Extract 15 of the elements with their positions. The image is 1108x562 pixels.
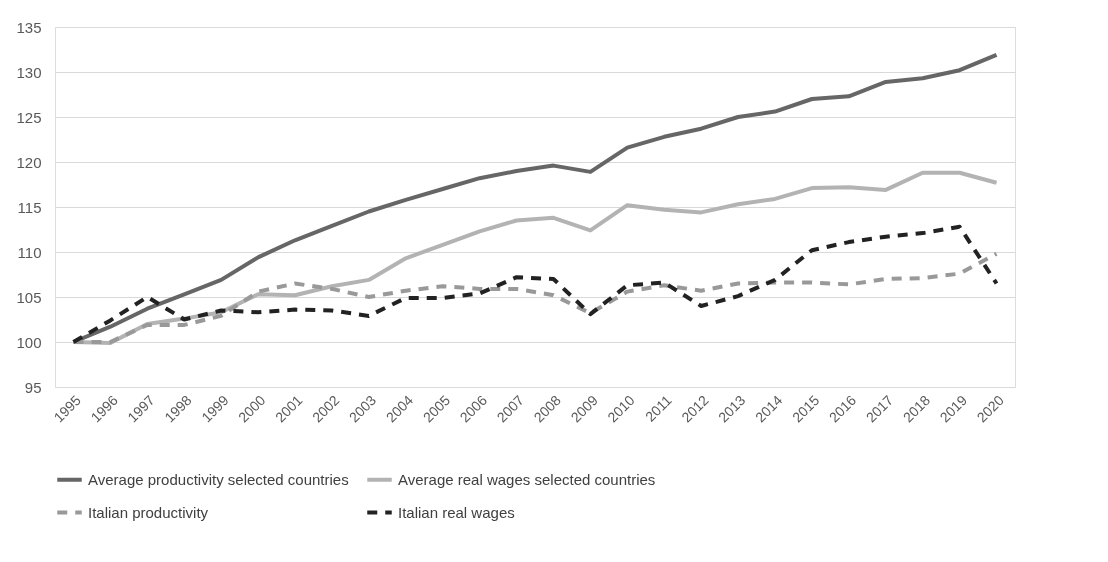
legend-label: Italian real wages: [398, 503, 515, 521]
y-tick-label: 110: [17, 243, 42, 261]
line-series: [71, 224, 999, 344]
y-tick-label: 120: [16, 153, 42, 171]
y-tick-label: 115: [17, 198, 42, 216]
line-series: [71, 251, 999, 344]
legend-label: Italian productivity: [88, 503, 209, 521]
y-tick-label: 130: [16, 63, 42, 81]
legend-label: Average real wages selected countries: [398, 470, 656, 488]
y-tick-label: 125: [16, 108, 42, 126]
y-tick-label: 105: [16, 288, 42, 306]
y-tick-label: 100: [16, 333, 42, 351]
legend-label: Average productivity selected countries: [88, 470, 349, 488]
y-tick-label: 95: [24, 378, 42, 396]
y-tick-label: 135: [16, 18, 42, 36]
